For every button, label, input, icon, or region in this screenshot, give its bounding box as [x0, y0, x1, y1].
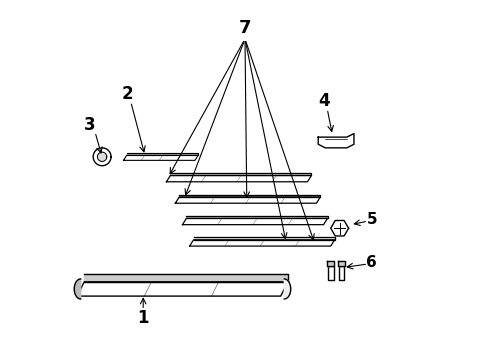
Text: 5: 5: [367, 212, 377, 227]
Polygon shape: [123, 155, 198, 160]
Text: 7: 7: [239, 19, 251, 37]
Polygon shape: [284, 279, 291, 299]
Polygon shape: [190, 240, 335, 246]
Text: 4: 4: [318, 93, 329, 111]
Polygon shape: [77, 282, 288, 296]
Polygon shape: [194, 238, 335, 240]
Polygon shape: [186, 216, 327, 219]
Polygon shape: [338, 261, 345, 266]
Text: 3: 3: [84, 116, 96, 134]
Polygon shape: [127, 153, 198, 155]
Polygon shape: [84, 274, 288, 282]
Polygon shape: [167, 175, 312, 182]
Polygon shape: [179, 194, 320, 197]
Polygon shape: [74, 279, 81, 299]
Text: 2: 2: [122, 85, 133, 103]
Polygon shape: [331, 220, 348, 236]
Polygon shape: [175, 197, 320, 203]
Polygon shape: [339, 266, 344, 280]
Polygon shape: [328, 266, 334, 280]
Polygon shape: [327, 261, 334, 266]
Polygon shape: [93, 148, 111, 166]
Polygon shape: [318, 134, 354, 148]
Polygon shape: [182, 219, 327, 225]
Text: 1: 1: [137, 309, 149, 327]
Polygon shape: [171, 173, 312, 175]
Text: 6: 6: [367, 255, 377, 270]
Polygon shape: [98, 152, 107, 161]
